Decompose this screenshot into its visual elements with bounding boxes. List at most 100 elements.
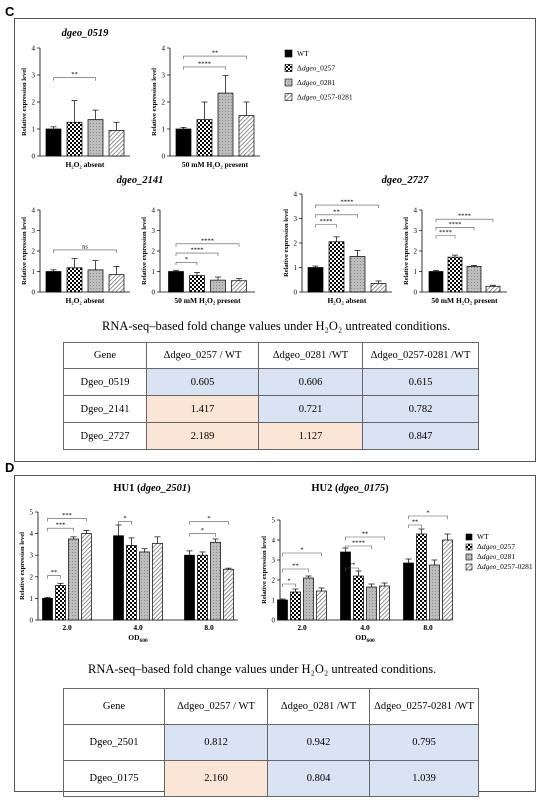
table-header: Δdgeo_0281 /WT [258,342,363,369]
table-header: Δdgeo_0257-0281 /WT [369,688,479,725]
y-tick-label: 3 [272,557,276,565]
y-axis-label: Relative expression level [283,209,290,277]
fold-change-cell: 1.417 [146,395,259,423]
fold-change-cell: 0.847 [362,422,479,450]
y-tick-label: 1 [294,264,298,272]
significance-bracket [408,524,422,528]
y-tick-label: 4 [32,45,36,53]
significance-bracket [282,552,322,556]
significance-bracket [183,66,226,70]
significance-label: **** [458,213,471,220]
chart-c2: 0 1 2 3 4 Relative expression level 50 mM H₂O₂… [151,45,260,169]
y-tick-label: 4 [294,191,298,199]
table-header: Δdgeo_0257 / WT [164,688,268,725]
table-header: Δdgeo_0281 /WT [267,688,370,725]
x-axis-label: 50 mM H₂O₂ present [182,160,249,169]
y-tick-label: 5 [272,517,276,525]
bar [108,130,125,157]
bar [466,266,482,293]
table-header: Δdgeo_0257 / WT [146,342,259,369]
significance-label: **** [352,540,365,547]
x-axis-label: H₂O₂ absent [66,160,105,169]
significance-bracket [435,235,456,239]
y-tick-label: 1 [162,126,166,134]
y-tick-label: 1 [272,597,276,605]
y-axis-label: Relative expression level [261,536,268,604]
y-tick-label: 2 [32,248,36,256]
significance-label: **** [198,60,211,67]
chart-title: dgeo_2141 [117,175,164,186]
y-tick-label: 0 [294,289,298,297]
significance-bracket [345,567,359,571]
significance-label: * [287,578,290,585]
x-axis-label: OD600 [355,633,375,644]
y-tick-label: 3 [162,72,166,80]
fold-change-cell: 0.721 [258,395,363,423]
fold-change-cell: 0.804 [267,760,370,797]
table-row: Dgeo_0519 0.605 0.606 0.615 [63,368,479,396]
bar [175,128,192,157]
chart-d2: 0 1 2 3 4 5 Relative expression level 2.0 4.0 8.0… [261,483,453,644]
legend-label: WT [477,532,489,541]
significance-label: * [123,515,126,522]
y-tick-label: 1 [414,268,418,276]
chart-c4: 0 1 2 3 4 Relative expression level 50 mM H₂O₂… [141,207,255,305]
legend-label: Δdgeo_0257 [297,64,335,73]
legend-label: Δdgeo_0257-0281 [477,562,533,571]
significance-label: **** [320,218,333,225]
y-tick-label: 2 [152,248,156,256]
bar [108,274,125,293]
significance-label: *** [56,522,66,529]
table-header: Gene [63,688,165,725]
significance-bracket [435,227,475,231]
chart-c3: 0 1 2 3 4 Relative expression level H₂O₂ absen… [21,175,163,305]
panel-c-caption: RNA-seq–based fold change values under H… [102,319,451,333]
legend-swatch [465,543,473,551]
bar [231,280,247,293]
gene-cell: Dgeo_2727 [63,422,147,450]
bar [210,279,226,293]
y-tick-label: 4 [32,207,36,215]
y-tick-label: 3 [414,227,418,235]
fold-change-cell: 0.615 [362,368,479,396]
chart-title: dgeo_0519 [62,28,109,39]
bar [238,115,255,157]
legend-swatch [465,563,473,571]
significance-label: ** [412,519,419,526]
y-tick-label: 0 [152,289,156,297]
significance-bracket [408,515,448,519]
y-tick-label: 1 [152,268,156,276]
fold-change-cell: 2.160 [164,760,268,797]
y-tick-label: 0 [272,617,276,625]
significance-label: **** [191,247,204,254]
bar [189,275,205,293]
significance-label: *** [62,512,72,519]
y-tick-label: 4 [414,207,418,215]
panel-d-caption: RNA-seq–based fold change values under H… [88,662,437,676]
bar [428,271,444,293]
gene-cell: Dgeo_2141 [63,395,147,423]
table-row: Dgeo_2501 0.812 0.942 0.795 [63,724,479,761]
fold-change-cell: 0.782 [362,395,479,423]
y-axis-label: Relative expression level [19,532,26,600]
panel-c-frame [14,18,536,462]
y-tick-label: 4 [162,45,166,53]
fold-change-cell: 0.795 [369,724,479,761]
gene-cell: Dgeo_0175 [63,760,165,797]
y-tick-label: 3 [152,227,156,235]
significance-label: ** [71,71,78,78]
fold-change-cell: 1.039 [369,760,479,797]
significance-label: ns [82,243,88,250]
significance-bracket [189,521,229,525]
significance-bracket [315,204,379,209]
y-tick-label: 4 [272,537,276,545]
y-tick-label: 0 [414,289,418,297]
significance-bracket [47,518,87,522]
y-tick-label: 2 [272,577,276,585]
significance-label: **** [201,237,214,244]
y-tick-label: 3 [30,552,34,560]
panel-d-fold-change-table: Gene Δdgeo_0257 / WT Δdgeo_0281 /WT Δdge… [63,688,479,797]
